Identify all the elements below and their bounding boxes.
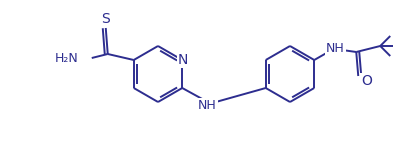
Text: S: S	[101, 12, 110, 26]
Text: N: N	[178, 53, 188, 67]
Text: O: O	[360, 74, 371, 88]
Text: H₂N: H₂N	[55, 51, 79, 65]
Text: NH: NH	[197, 98, 216, 112]
Text: NH: NH	[325, 41, 344, 55]
